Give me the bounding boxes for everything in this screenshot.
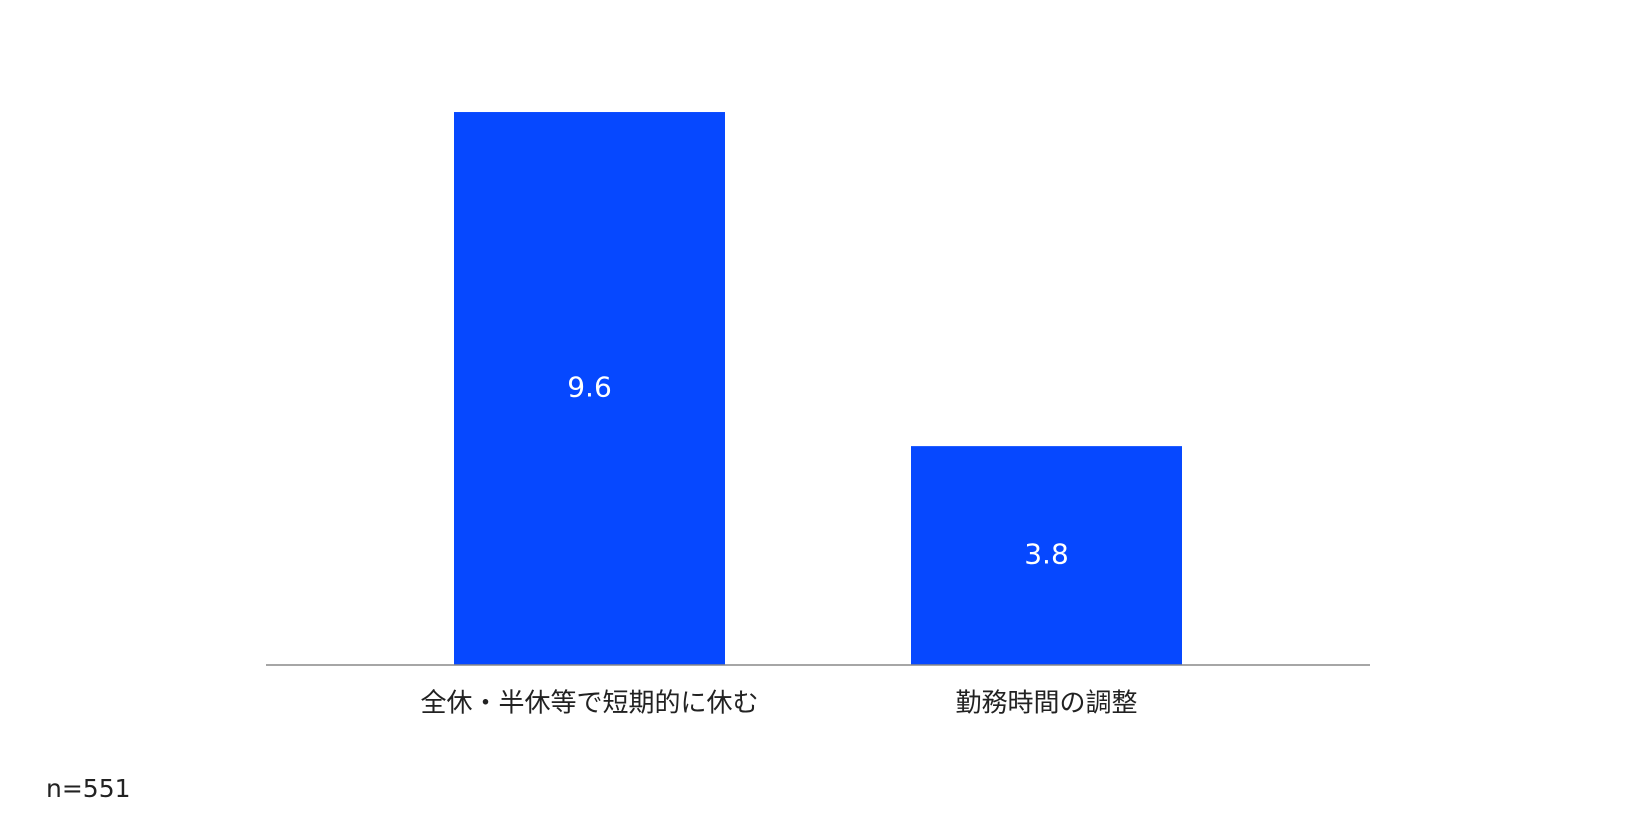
x-tick-label: 全休・半休等で短期的に休む xyxy=(420,689,758,719)
value-label: 9.6 xyxy=(567,371,612,404)
x-tick-label: 勤務時間の調整 xyxy=(955,689,1137,719)
sample-size-note: n=551 xyxy=(46,774,131,803)
value-label: 3.8 xyxy=(1024,538,1069,571)
bar xyxy=(454,112,725,666)
bar xyxy=(911,446,1182,665)
